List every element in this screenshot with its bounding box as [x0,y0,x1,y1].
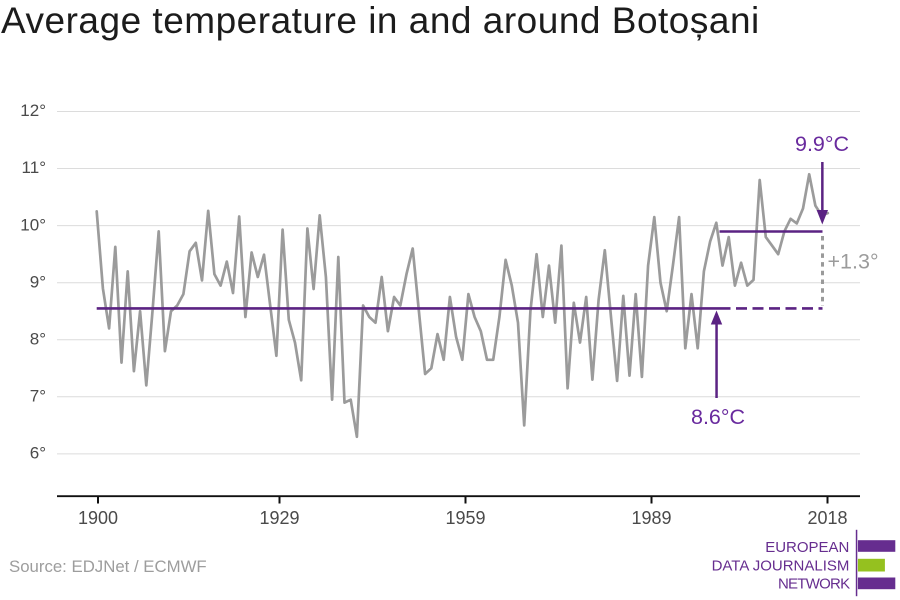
svg-text:+1.3°: +1.3° [828,250,879,274]
svg-text:2018: 2018 [807,508,847,528]
svg-text:11°: 11° [22,158,46,177]
svg-text:12°: 12° [20,101,46,120]
svg-text:NETWORK: NETWORK [778,575,850,592]
svg-text:1959: 1959 [445,508,485,528]
svg-text:1929: 1929 [259,508,299,528]
svg-text:EUROPEAN: EUROPEAN [765,539,849,556]
svg-text:8.6°C: 8.6°C [691,405,745,429]
svg-text:6°: 6° [30,444,46,463]
svg-text:DATA JOURNALISM: DATA JOURNALISM [712,557,850,574]
svg-text:8°: 8° [30,329,46,348]
svg-text:7°: 7° [30,387,46,406]
svg-text:9.9°C: 9.9°C [795,132,849,156]
svg-text:1989: 1989 [631,508,671,528]
svg-text:9°: 9° [30,272,46,291]
svg-text:1900: 1900 [78,508,118,528]
svg-text:10°: 10° [20,215,46,234]
